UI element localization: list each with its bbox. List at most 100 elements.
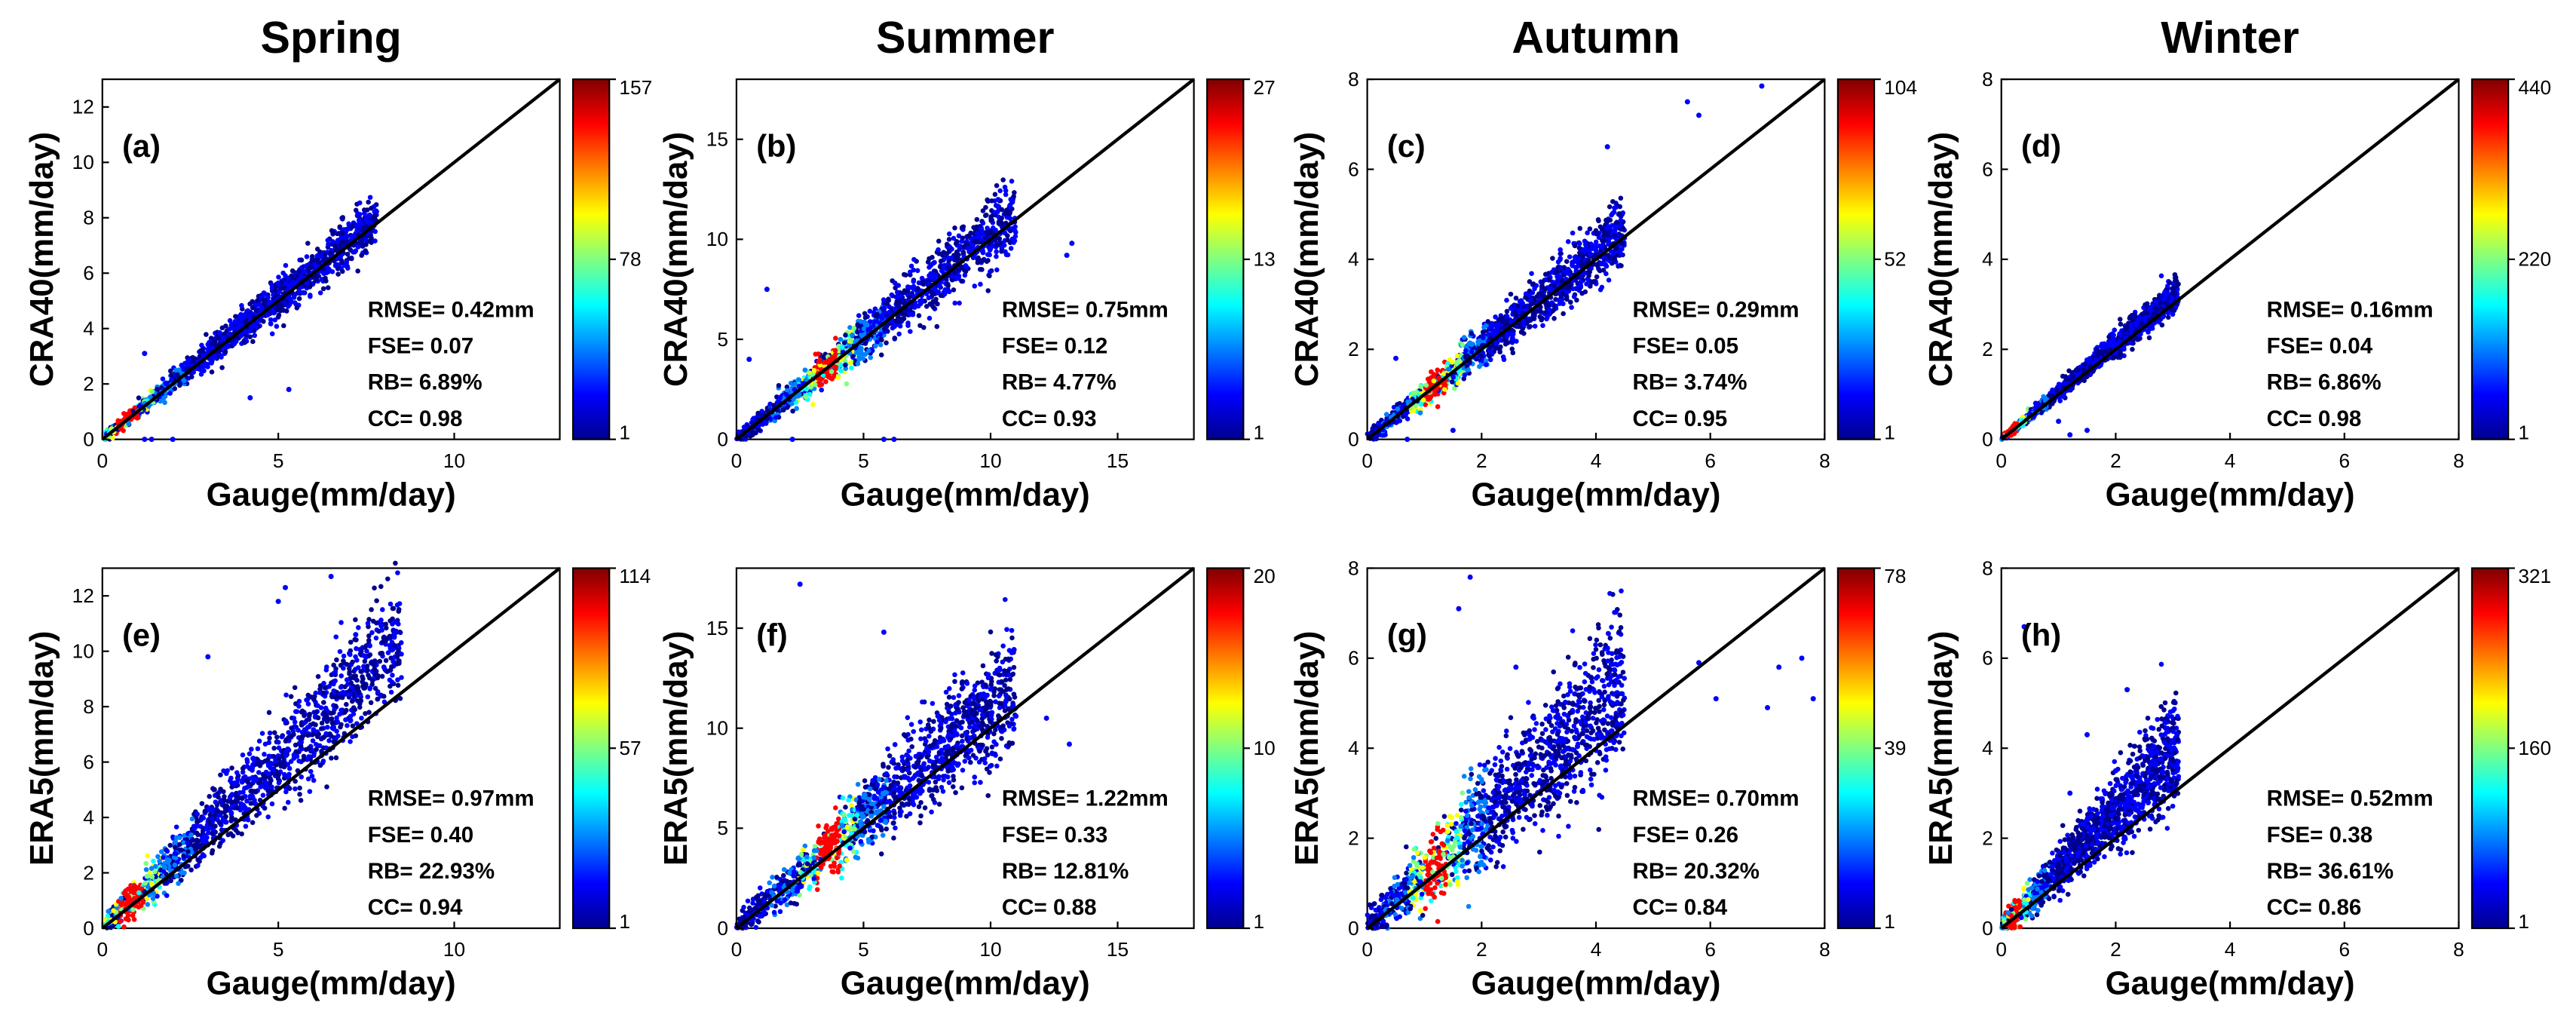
stat-fse: FSE= 0.12: [1002, 333, 1108, 358]
data-point: [1442, 387, 1447, 392]
data-point: [173, 368, 179, 373]
data-point: [1594, 274, 1600, 280]
data-point: [347, 256, 352, 261]
data-point: [981, 208, 986, 213]
data-point: [790, 409, 795, 414]
data-point: [1484, 362, 1489, 367]
data-point: [217, 330, 222, 336]
data-point: [865, 323, 870, 328]
data-point: [884, 301, 890, 306]
outlier-point: [1696, 112, 1702, 118]
data-point: [261, 297, 266, 302]
data-point: [896, 332, 902, 337]
y-tick-label: 0: [83, 428, 94, 450]
data-point: [1619, 247, 1625, 252]
x-tick-label: 6: [1705, 449, 1716, 472]
colorbar-label-max: 157: [619, 76, 652, 99]
data-point: [987, 246, 992, 251]
panel-label: (a): [122, 128, 161, 164]
data-point: [935, 302, 940, 307]
data-point: [1607, 237, 1612, 242]
data-point: [1614, 220, 1619, 225]
y-tick-label: 0: [1348, 428, 1359, 450]
data-point: [999, 216, 1004, 221]
data-point: [749, 430, 755, 435]
data-point: [318, 290, 323, 296]
data-point: [1485, 319, 1490, 324]
data-point: [168, 369, 173, 374]
data-point: [1005, 238, 1010, 243]
data-point: [326, 238, 331, 243]
data-point: [1558, 257, 1563, 262]
data-point: [911, 268, 916, 273]
data-point: [360, 225, 366, 231]
data-point: [289, 274, 295, 279]
data-point: [1539, 281, 1545, 287]
data-point: [1481, 336, 1486, 341]
data-point: [812, 368, 817, 373]
data-point: [1511, 337, 1516, 342]
data-point: [971, 225, 976, 230]
stat-rmse: RMSE= 0.75mm: [1002, 297, 1169, 322]
data-point: [1567, 254, 1573, 259]
data-point: [1503, 323, 1509, 328]
data-point: [253, 324, 259, 330]
data-point: [957, 244, 962, 249]
stat-rmse: RMSE= 0.29mm: [1633, 297, 1800, 322]
data-point: [902, 311, 907, 317]
data-point: [1555, 265, 1561, 271]
colorbar-label-min: 1: [1253, 422, 1264, 444]
data-point: [1429, 369, 1434, 375]
data-point: [1564, 259, 1570, 264]
data-point: [1009, 246, 1014, 251]
data-point: [1000, 177, 1006, 182]
data-point: [186, 358, 191, 363]
data-point: [850, 333, 855, 338]
colorbar: [1207, 79, 1243, 440]
data-point: [1588, 252, 1593, 257]
data-point: [933, 297, 939, 302]
data-point: [954, 239, 960, 244]
data-point: [879, 352, 884, 357]
data-point: [1547, 277, 1552, 282]
data-point: [959, 279, 964, 284]
data-point: [1469, 331, 1475, 336]
data-point: [840, 345, 845, 350]
stat-rb: RB= 4.77%: [1002, 370, 1116, 395]
data-point: [1573, 244, 1578, 249]
data-point: [149, 389, 155, 394]
data-point: [1604, 264, 1610, 269]
data-point: [994, 268, 1000, 273]
data-point: [335, 271, 341, 277]
data-point: [933, 287, 938, 292]
data-point: [868, 355, 873, 360]
data-point: [1560, 293, 1565, 298]
data-point: [874, 311, 880, 317]
data-point: [979, 267, 985, 272]
data-point: [911, 279, 916, 284]
data-point: [1012, 228, 1018, 234]
data-point: [1427, 397, 1432, 402]
data-point: [945, 251, 950, 256]
data-point: [1612, 233, 1617, 238]
data-point: [962, 244, 967, 250]
data-point: [1569, 305, 1574, 310]
data-point: [305, 241, 311, 246]
data-point: [314, 277, 320, 283]
x-axis-label: Gauge(mm/day): [1472, 476, 1721, 513]
outlier-point: [1593, 247, 1598, 253]
outlier-point: [790, 437, 795, 442]
data-point: [2066, 368, 2072, 373]
y-tick-label: 2: [1348, 338, 1359, 360]
data-point: [284, 281, 289, 286]
data-point: [1504, 298, 1509, 303]
data-point: [936, 247, 941, 253]
stat-cc: CC= 0.98: [368, 406, 463, 431]
data-point: [817, 359, 822, 364]
data-point: [994, 254, 999, 259]
data-point: [355, 211, 360, 216]
data-point: [222, 336, 227, 341]
data-point: [989, 198, 994, 204]
data-point: [865, 327, 871, 332]
data-point: [945, 282, 951, 287]
